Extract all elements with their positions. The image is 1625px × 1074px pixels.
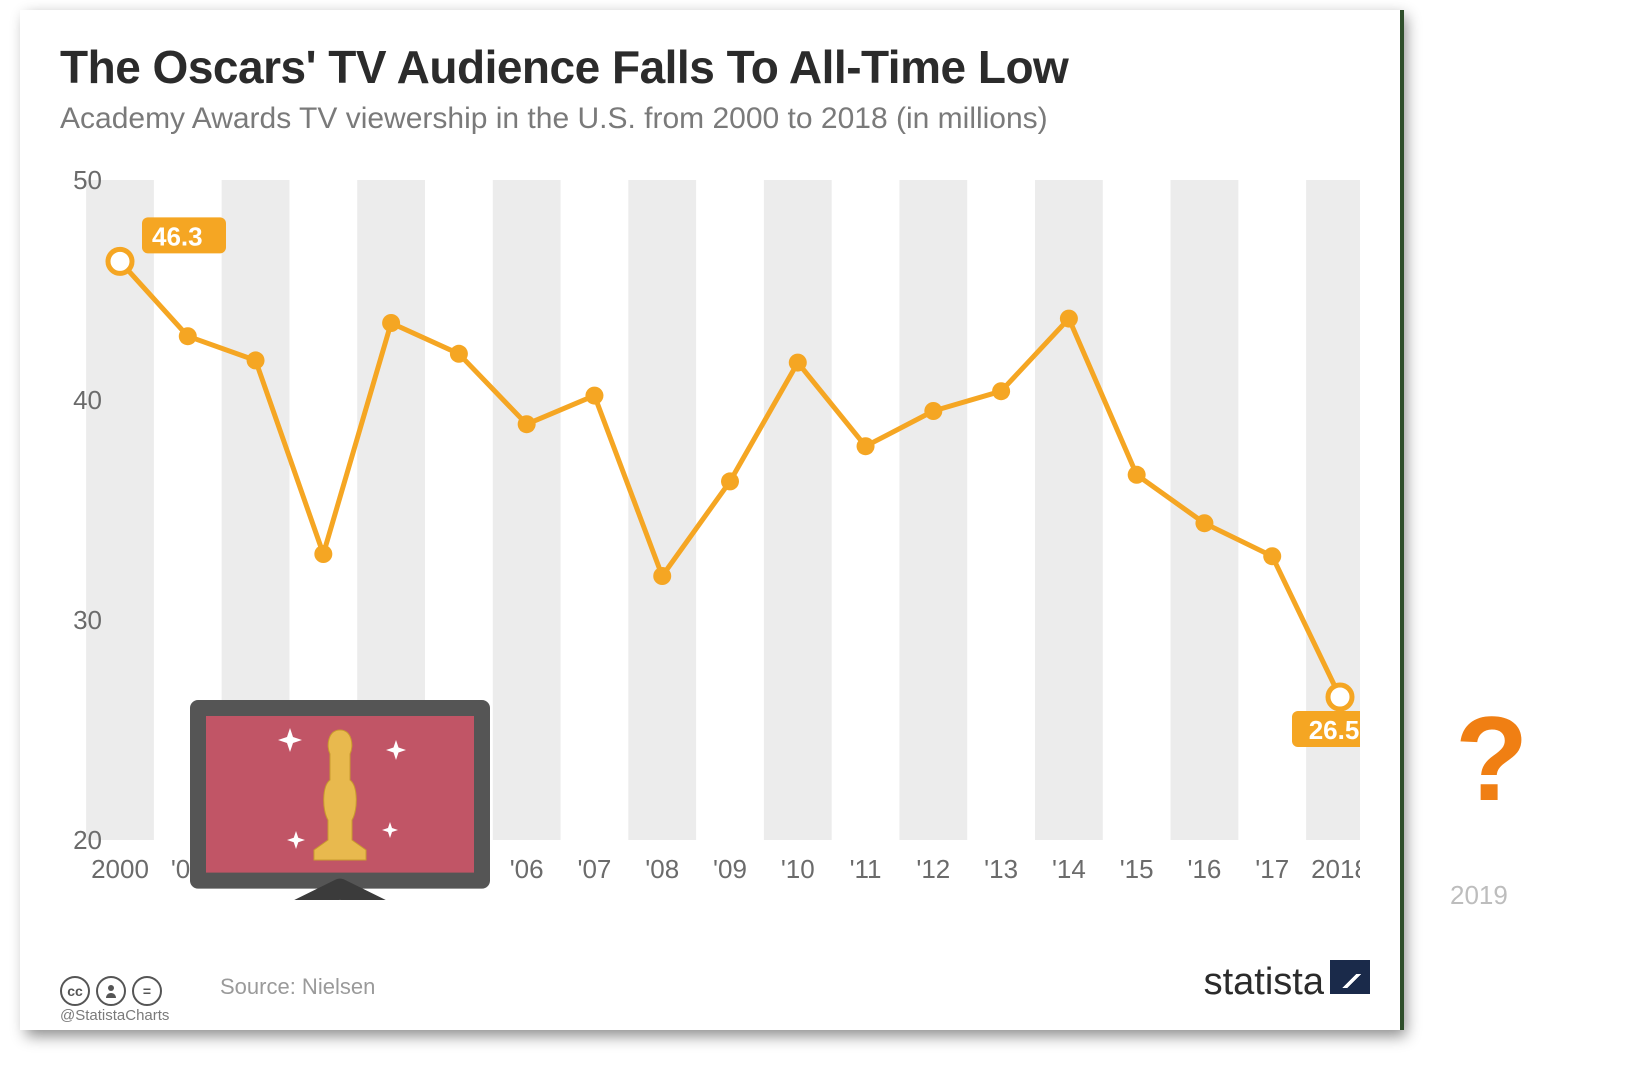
svg-text:'07: '07 [577,854,611,884]
chart-card: The Oscars' TV Audience Falls To All-Tim… [20,10,1400,1030]
question-mark-icon: ? [1455,690,1528,828]
svg-text:26.5: 26.5 [1309,715,1360,745]
svg-text:2018: 2018 [1311,854,1360,884]
svg-text:46.3: 46.3 [152,221,203,251]
svg-text:'09: '09 [713,854,747,884]
logo-text: statista [1204,961,1324,1004]
nd-icon: = [132,976,162,1006]
svg-text:2000: 2000 [91,854,149,884]
svg-text:'12: '12 [916,854,950,884]
attribution-text: @StatistaCharts [60,1007,169,1024]
svg-text:40: 40 [73,385,102,415]
svg-text:20: 20 [73,825,102,855]
logo-mark-icon [1330,960,1370,994]
svg-text:'16: '16 [1187,854,1221,884]
svg-text:50: 50 [73,165,102,195]
source-text: Source: Nielsen [220,974,375,1000]
plot-area: 203040502000'01'02'03'04'05'06'07'08'09'… [60,160,1360,900]
svg-text:'08: '08 [645,854,679,884]
chart-subtitle: Academy Awards TV viewership in the U.S.… [60,102,1048,136]
svg-text:'10: '10 [781,854,815,884]
svg-text:30: 30 [73,605,102,635]
chart-title: The Oscars' TV Audience Falls To All-Tim… [60,40,1068,94]
cc-badges: cc = [60,976,162,1006]
cc-icon: cc [60,976,90,1006]
svg-text:'13: '13 [984,854,1018,884]
svg-text:'17: '17 [1255,854,1289,884]
footer-left: cc = [60,976,162,1006]
by-icon [96,976,126,1006]
svg-text:'06: '06 [510,854,544,884]
svg-text:'14: '14 [1052,854,1086,884]
line-chart-svg: 203040502000'01'02'03'04'05'06'07'08'09'… [60,160,1360,900]
statista-logo: statista [1204,960,1370,1004]
future-year-label: 2019 [1450,880,1508,911]
right-vertical-bar [1400,10,1404,1030]
svg-text:'15: '15 [1120,854,1154,884]
svg-text:'11: '11 [850,854,882,884]
